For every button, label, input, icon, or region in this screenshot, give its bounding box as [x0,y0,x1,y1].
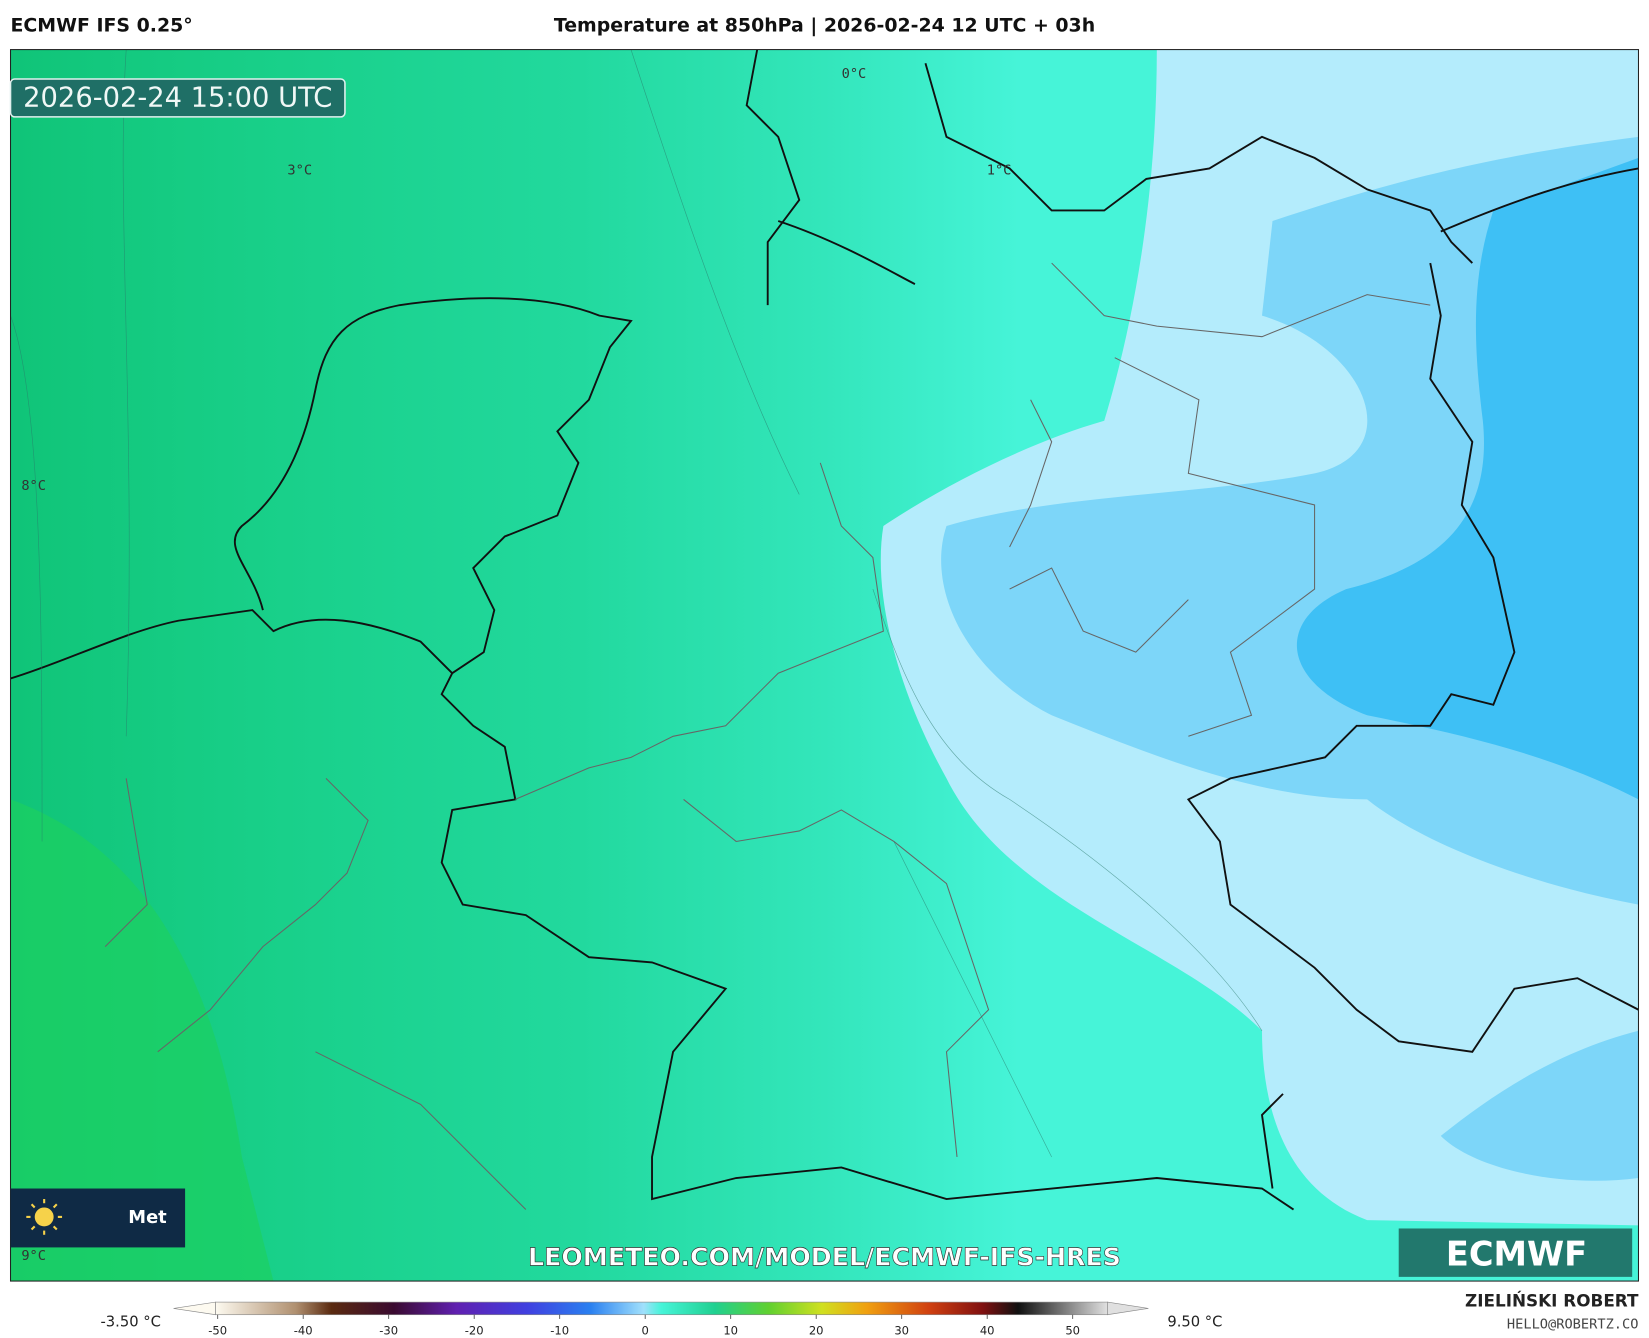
eastern-border [1186,262,1639,1189]
colorbar-tick-label: 10 [723,1324,738,1338]
colorbar-bar [215,1301,1108,1316]
country-border [10,609,1295,1211]
colorbar-max-arrow [1107,1301,1149,1316]
colorbar-min-arrow [173,1301,216,1316]
colorbar-tick-label: -20 [465,1324,484,1338]
badge-text: Met [128,1207,167,1228]
model-name: ECMWF IFS 0.25° [11,15,193,37]
map-title: Temperature at 850hPa | 2026-02-24 12 UT… [554,15,1095,37]
map-frame [9,49,1640,1282]
warm-area [10,799,274,1282]
colorbar-max-label: 9.50 °C [1167,1313,1222,1330]
isotherms [10,49,1263,1158]
map [10,49,1639,1282]
sun-icon [34,1207,54,1227]
colorbar-tick-label: 50 [1065,1324,1080,1338]
contour-label: 0°C [842,66,867,82]
netherlands-border [233,297,633,674]
contour-label: 1°C [987,163,1012,179]
author: ZIELIŃSKI ROBERT [1465,1289,1639,1310]
watermark: LEOMETEO.COM/MODEL/ECMWF-IFS-HRES [528,1242,1121,1271]
contour-label: 8°C [21,478,46,494]
colorbar-tick-label: 30 [894,1324,909,1338]
contour-label: 9°C [21,1248,46,1264]
contour-labels: 0°C 1°C 3°C 8°C 9°C [21,66,1011,1264]
coldest-area [1296,157,1639,800]
colorbar-tick-label: -40 [294,1324,313,1338]
cold-patch [1440,1030,1639,1181]
colorbar-tick-label: 0 [642,1324,649,1338]
colorbar-min-label: -3.50 °C [100,1313,160,1330]
logo-box [1398,1228,1633,1277]
email: HELLO@ROBERTZ.CO [1507,1316,1639,1332]
contour-label: 3°C [287,163,312,179]
colorbar-tick-label: 20 [809,1324,824,1338]
valid-time-box [9,78,346,118]
colorbar-tick-label: -30 [379,1324,398,1338]
colorbar-tick-label: 40 [980,1324,995,1338]
colorbar-tick-label: -10 [550,1324,569,1338]
coastline [745,49,1639,306]
colorbar-tick-label: -50 [208,1324,227,1338]
valid-time: 2026-02-24 15:00 UTC [23,82,332,113]
sun-rays [26,1199,63,1235]
logo: ECMWF [1446,1234,1587,1273]
colorbar: -50 -40 -30 -20 -10 0 10 20 30 40 50 [173,1301,1149,1338]
